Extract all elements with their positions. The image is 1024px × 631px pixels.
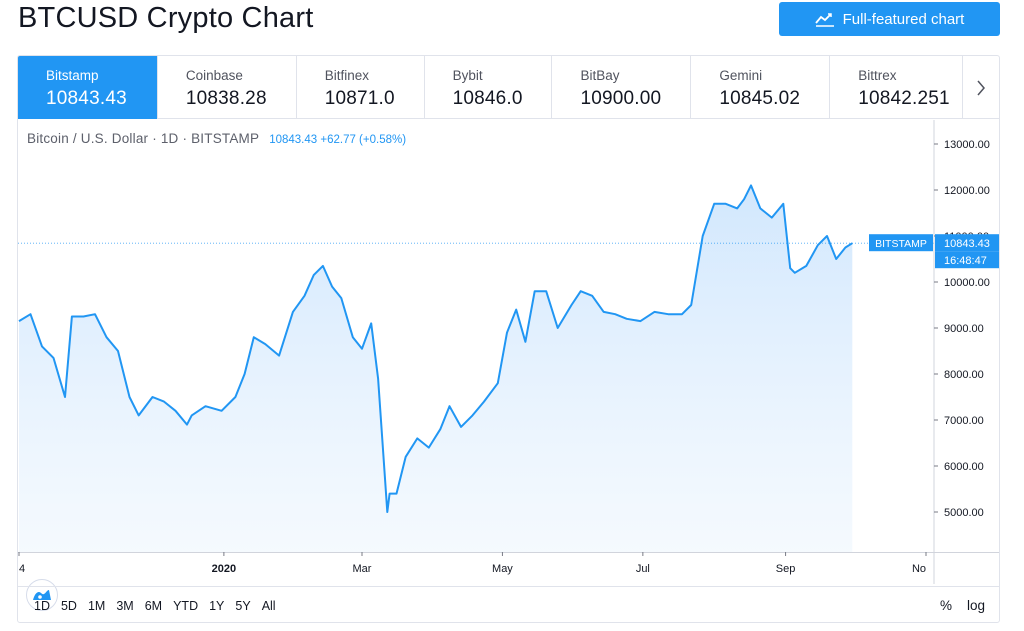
range-5y[interactable]: 5Y bbox=[235, 599, 251, 613]
tradingview-logo-icon bbox=[33, 590, 51, 600]
tab-bitbay[interactable]: BitBay 10900.00 bbox=[552, 56, 692, 119]
countdown-tag-label: 16:48:47 bbox=[944, 255, 987, 267]
x-tick-label: Sep bbox=[776, 563, 796, 575]
range-5d[interactable]: 5D bbox=[60, 599, 77, 613]
tab-exchange-name: Bybit bbox=[452, 68, 483, 83]
range-selector: 1D 5D 1M 3M 6M YTD 1Y 5Y All bbox=[34, 599, 287, 613]
exchange-tag-label: BITSTAMP bbox=[875, 238, 927, 250]
chart-canvas[interactable]: 13000.0012000.0011000.0010000.009000.008… bbox=[18, 120, 999, 584]
tab-exchange-price: 10845.02 bbox=[719, 88, 801, 109]
tab-exchange-price: 10838.28 bbox=[185, 88, 267, 109]
tab-exchange-price: 10871.0 bbox=[324, 88, 395, 109]
chart-toolbar: 1D 5D 1M 3M 6M YTD 1Y 5Y All % log bbox=[18, 586, 999, 622]
tab-exchange-name: Gemini bbox=[719, 68, 763, 83]
y-tick-label: 13000.00 bbox=[944, 139, 990, 151]
y-tick-label: 9000.00 bbox=[944, 323, 984, 335]
y-tick-label: 6000.00 bbox=[944, 461, 984, 473]
tradingview-logo-button[interactable] bbox=[26, 579, 58, 611]
x-tick-label: 2020 bbox=[212, 563, 236, 575]
y-tick-label: 8000.00 bbox=[944, 369, 984, 381]
price-tag-label: 10843.43 bbox=[944, 238, 990, 250]
tab-coinbase[interactable]: Coinbase 10838.28 bbox=[158, 56, 297, 119]
chart-line-icon bbox=[814, 13, 834, 27]
price-area-fill bbox=[19, 185, 853, 552]
chevron-right-icon bbox=[977, 80, 986, 95]
tab-exchange-name: BitBay bbox=[580, 68, 620, 83]
log-scale-button[interactable]: log bbox=[966, 598, 985, 613]
x-tick-label: May bbox=[492, 563, 513, 575]
y-tick-label: 5000.00 bbox=[944, 507, 984, 519]
x-tick-label: 4 bbox=[19, 563, 25, 575]
x-tick-label: Mar bbox=[353, 563, 372, 575]
range-6m[interactable]: 6M bbox=[144, 599, 163, 613]
tab-exchange-price: 10900.00 bbox=[580, 88, 662, 109]
legend-value: 10843.43 +62.77 (+0.58%) bbox=[269, 134, 407, 146]
legend-symbol: Bitcoin / U.S. Dollar · 1D · BITSTAMP bbox=[27, 131, 260, 146]
chart-legend: Bitcoin / U.S. Dollar · 1D · BITSTAMP 10… bbox=[27, 131, 406, 146]
y-tick-label: 7000.00 bbox=[944, 415, 984, 427]
tab-bittrex[interactable]: Bittrex 10842.251 bbox=[830, 56, 964, 119]
price-line bbox=[18, 184, 853, 513]
price-tag-bg bbox=[935, 234, 999, 252]
range-all[interactable]: All bbox=[261, 599, 276, 613]
full-featured-chart-label: Full-featured chart bbox=[842, 10, 965, 28]
range-ytd[interactable]: YTD bbox=[173, 599, 199, 613]
page-title: BTCUSD Crypto Chart bbox=[18, 2, 314, 34]
range-3m[interactable]: 3M bbox=[116, 599, 134, 613]
full-featured-chart-button[interactable]: Full-featured chart bbox=[779, 2, 1000, 36]
x-tick-label: No bbox=[912, 563, 926, 575]
tab-bybit[interactable]: Bybit 10846.0 bbox=[425, 56, 553, 119]
tab-exchange-price: 10846.0 bbox=[452, 88, 523, 109]
next-exchanges-button[interactable] bbox=[963, 56, 999, 119]
price-chart[interactable]: 13000.0012000.0011000.0010000.009000.008… bbox=[18, 120, 999, 611]
range-1m[interactable]: 1M bbox=[87, 599, 106, 613]
exchange-tabs: Bitstamp 10843.43 Coinbase 10838.28 Bitf… bbox=[18, 56, 999, 119]
range-1y[interactable]: 1Y bbox=[209, 599, 225, 613]
tab-exchange-name: Bittrex bbox=[858, 68, 897, 83]
tab-exchange-name: Bitfinex bbox=[324, 68, 369, 83]
exchange-tag-bg bbox=[869, 234, 933, 252]
tab-bitfinex[interactable]: Bitfinex 10871.0 bbox=[297, 56, 425, 119]
y-tick-label: 12000.00 bbox=[944, 185, 990, 197]
tab-gemini[interactable]: Gemini 10845.02 bbox=[691, 56, 831, 119]
tab-exchange-name: Coinbase bbox=[185, 68, 243, 83]
tab-exchange-price: 10843.43 bbox=[46, 88, 127, 109]
x-tick-label: Jul bbox=[636, 563, 650, 575]
tab-exchange-price: 10842.251 bbox=[858, 88, 950, 109]
countdown-tag-bg bbox=[935, 251, 999, 269]
percent-scale-button[interactable]: % bbox=[939, 598, 952, 613]
y-tick-label: 10000.00 bbox=[944, 277, 990, 289]
tab-exchange-name: Bitstamp bbox=[46, 68, 99, 83]
tab-bitstamp[interactable]: Bitstamp 10843.43 bbox=[18, 56, 158, 119]
scale-buttons: % log bbox=[940, 598, 985, 613]
chart-widget: Bitstamp 10843.43 Coinbase 10838.28 Bitf… bbox=[17, 55, 1000, 623]
range-1d[interactable]: 1D bbox=[34, 599, 50, 613]
